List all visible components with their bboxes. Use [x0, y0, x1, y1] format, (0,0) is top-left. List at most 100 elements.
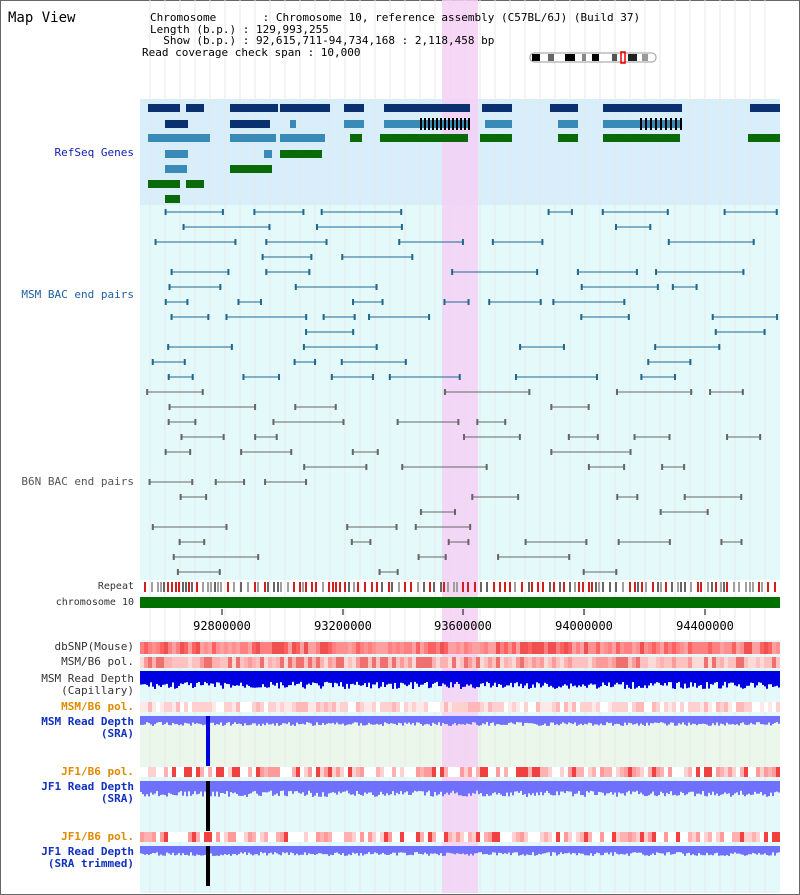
- depth-bar: [142, 671, 144, 685]
- track-label-msm-depth-cap[interactable]: MSM Read Depth (Capillary): [41, 673, 134, 697]
- heat-cell: [380, 832, 384, 842]
- depth-bar: [334, 846, 336, 853]
- heat-cell: [420, 642, 424, 654]
- heat-cell: [260, 642, 264, 654]
- depth-bar: [518, 781, 520, 793]
- track-label-dbsnp[interactable]: dbSNP(Mouse): [54, 640, 134, 653]
- depth-bar: [528, 716, 530, 724]
- depth-bar: [486, 781, 488, 795]
- depth-bar: [732, 716, 734, 725]
- depth-bar: [270, 671, 272, 682]
- heat-cell: [496, 767, 500, 777]
- heat-cell: [316, 832, 320, 842]
- repeat-mark: [467, 582, 469, 592]
- depth-bar: [186, 846, 188, 855]
- depth-bar: [586, 671, 588, 688]
- track-label-msm-bac[interactable]: MSM BAC end pairs: [21, 288, 134, 301]
- heat-cell: [756, 657, 760, 668]
- heat-cell: [660, 767, 664, 777]
- heat-cell: [700, 642, 704, 654]
- repeat-mark: [381, 582, 383, 592]
- heat-cell: [560, 767, 564, 777]
- heat-cell: [228, 657, 232, 668]
- bac-end: [741, 389, 744, 395]
- heat-cell: [344, 702, 348, 712]
- depth-bar: [164, 671, 166, 685]
- depth-bar: [250, 781, 252, 794]
- bac-end: [740, 539, 743, 545]
- heat-cell: [404, 657, 408, 668]
- depth-bar: [640, 781, 642, 793]
- depth-bar: [158, 781, 160, 797]
- depth-bar: [190, 846, 192, 853]
- heat-cell: [656, 657, 660, 668]
- heat-cell: [464, 642, 468, 654]
- depth-bar: [712, 671, 714, 685]
- depth-bar: [534, 781, 536, 796]
- heat-cell: [300, 657, 304, 668]
- depth-bar: [416, 716, 418, 723]
- track-label-jf1-pol[interactable]: JF1/B6 pol.: [61, 765, 134, 778]
- depth-bar: [194, 846, 196, 856]
- depth-bar: [714, 781, 716, 796]
- heat-cell: [544, 642, 548, 654]
- depth-bar: [658, 716, 660, 724]
- depth-bar: [298, 716, 300, 725]
- heat-cell: [348, 642, 352, 654]
- heat-cell: [696, 702, 700, 712]
- heat-cell: [468, 657, 472, 668]
- depth-bar: [438, 671, 440, 687]
- depth-bar: [232, 781, 234, 794]
- heat-cell: [236, 702, 240, 712]
- track-label-jf1-depth-trim[interactable]: JF1 Read Depth (SRA trimmed): [41, 846, 134, 870]
- track-label-msm-depth-sra[interactable]: MSM Read Depth (SRA): [41, 716, 134, 740]
- refseq-gene: [603, 134, 680, 142]
- heat-cell: [332, 657, 336, 668]
- depth-bar: [684, 716, 686, 725]
- heat-cell: [176, 657, 180, 668]
- depth-bar: [726, 781, 728, 794]
- depth-bar: [286, 781, 288, 797]
- depth-bar: [454, 846, 456, 855]
- depth-bar: [200, 716, 202, 725]
- depth-bar: [758, 671, 760, 683]
- repeat-mark: [391, 582, 393, 592]
- depth-bar: [594, 781, 596, 795]
- depth-bar: [440, 716, 442, 726]
- depth-bar: [480, 846, 482, 853]
- depth-bar: [184, 846, 186, 855]
- heat-cell: [740, 702, 744, 712]
- depth-bar: [328, 846, 330, 856]
- heat-cell: [304, 642, 308, 654]
- depth-bar: [688, 671, 690, 688]
- track-label-repeat[interactable]: Repeat: [97, 581, 134, 592]
- bac-end: [182, 224, 185, 230]
- depth-bar: [362, 671, 364, 686]
- depth-bar: [452, 716, 454, 725]
- bac-end: [615, 569, 618, 575]
- track-label-msm-pol[interactable]: MSM/B6 pol.: [61, 655, 134, 668]
- heat-cell: [336, 702, 340, 712]
- heat-cell: [344, 832, 348, 842]
- depth-bar: [280, 716, 282, 725]
- depth-bar: [236, 716, 238, 724]
- bac-end: [541, 239, 544, 245]
- heat-cell: [224, 642, 228, 654]
- track-label-refseq[interactable]: RefSeq Genes: [54, 146, 134, 159]
- depth-bar: [394, 716, 396, 724]
- depth-bar: [618, 781, 620, 793]
- heat-cell: [364, 642, 368, 654]
- heat-cell: [172, 642, 176, 654]
- bac-end: [151, 359, 154, 365]
- track-label-b6n-bac[interactable]: B6N BAC end pairs: [21, 475, 134, 488]
- depth-bar: [374, 671, 376, 685]
- depth-bar: [690, 671, 692, 683]
- track-label-msm-pol-2[interactable]: MSM/B6 pol.: [61, 700, 134, 713]
- track-label-jf1-pol-2[interactable]: JF1/B6 pol.: [61, 830, 134, 843]
- track-label-jf1-depth-sra[interactable]: JF1 Read Depth (SRA): [41, 781, 134, 805]
- heat-cell: [488, 767, 492, 777]
- depth-bar: [222, 716, 224, 726]
- depth-bar: [308, 846, 310, 854]
- depth-bar: [200, 671, 202, 686]
